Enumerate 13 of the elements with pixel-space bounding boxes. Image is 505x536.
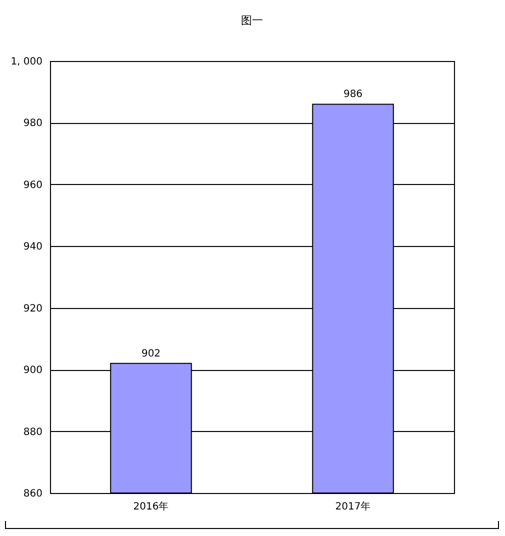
- data-label: 902: [141, 348, 161, 360]
- y-tick-label: 940: [23, 242, 42, 253]
- y-tick-label: 980: [23, 118, 42, 130]
- x-tick-label: 2016年: [133, 500, 169, 512]
- y-tick-label: 880: [23, 426, 42, 438]
- y-tick-label: 960: [23, 180, 42, 191]
- y-tick-label: 920: [23, 303, 42, 314]
- data-label: 986: [343, 89, 363, 100]
- x-tick-label: 2017年: [335, 500, 371, 512]
- y-tick-label: 900: [23, 365, 42, 376]
- y-tick-label: 1, 000: [10, 56, 42, 68]
- y-tick-label: 860: [23, 488, 42, 500]
- chart-title: 图一: [241, 14, 263, 27]
